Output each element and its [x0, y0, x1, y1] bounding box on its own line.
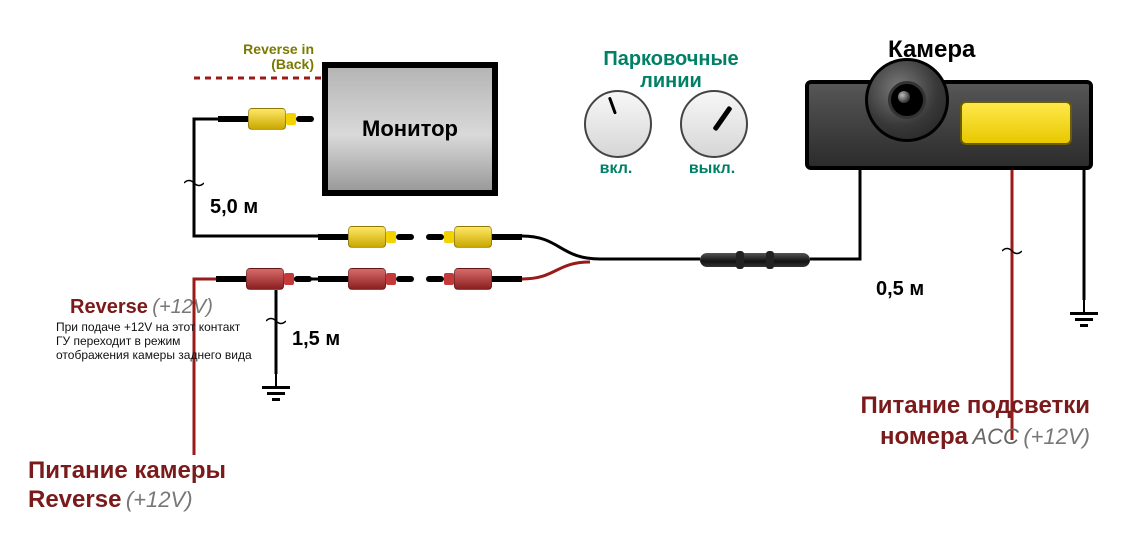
reverse-12v-label: Reverse (+12V): [70, 296, 213, 319]
rca-yellow-male: [318, 226, 414, 248]
cable-break-icon: [1002, 246, 1022, 256]
barrel-connector: [700, 253, 810, 267]
length-0-5m: 0,5 м: [876, 278, 924, 301]
rca-red-male: [318, 268, 414, 290]
camera-power-label: Питание камеры Reverse (+12V): [28, 458, 226, 516]
ground-icon: [258, 374, 294, 404]
parking-dial-off: [680, 90, 748, 158]
length-5m: 5,0 м: [210, 196, 258, 219]
dial-on-label: вкл.: [576, 160, 656, 178]
monitor-block: Монитор: [322, 62, 498, 196]
rca-red-power-tail: [216, 268, 312, 290]
camera-lens-glint: [898, 91, 910, 103]
parking-lines-label: Парковочныелинии: [596, 48, 746, 92]
plate-light: [960, 101, 1072, 145]
length-1-5m: 1,5 м: [292, 328, 340, 351]
monitor-label: Монитор: [362, 116, 458, 142]
reverse-note: При подаче +12V на этот контакт ГУ перех…: [56, 320, 296, 362]
parking-dial-on: [584, 90, 652, 158]
rca-red-female: [426, 268, 522, 290]
rca-yellow-female: [426, 226, 522, 248]
camera-label: Камера: [888, 36, 975, 64]
reverse-in-label: Reverse in(Back): [218, 42, 314, 72]
wiring-diagram: Монитор вкл. выкл. Reverse in(Back) Парк…: [0, 0, 1132, 539]
rca-yellow-monitor: [218, 108, 314, 130]
ground-icon: [1066, 300, 1102, 330]
dial-off-label: выкл.: [672, 160, 752, 178]
cable-break-icon: [184, 178, 204, 188]
plate-power-label: Питание подсветки номера ACC (+12V): [760, 392, 1090, 454]
